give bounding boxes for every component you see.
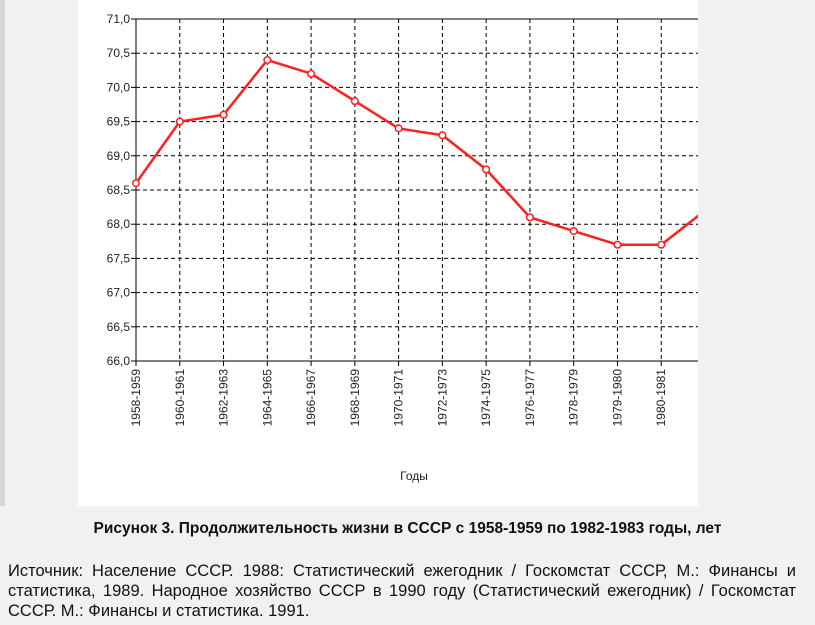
left-edge-strip [0, 0, 5, 506]
series-line [134, 58, 706, 246]
data-point [350, 97, 359, 106]
y-tick-labels: 66,0 66,5 67,0 67,5 68,0 68,5 69,0 69,5 70,0 70,5… [107, 12, 131, 368]
y-tick-label: 68,5 [107, 183, 131, 197]
axes [131, 18, 706, 366]
y-tick-label: 70,5 [107, 46, 131, 60]
x-tick-label: 1966-1967 [304, 369, 318, 427]
x-tick-label: 1979-1980 [610, 369, 624, 427]
x-tick-label: 1980-1981 [654, 369, 668, 427]
data-point [175, 117, 184, 126]
x-tick-label: 1976-1977 [523, 369, 537, 427]
y-tick-label: 70,0 [107, 80, 131, 94]
x-tick-label: 1972-1973 [435, 369, 449, 427]
chart-panel: 66,0 66,5 67,0 67,5 68,0 68,5 69,0 69,5 70,0 70,5… [78, 0, 712, 506]
data-point [438, 131, 447, 140]
data-point [219, 110, 228, 119]
y-tick-label: 67,5 [107, 251, 131, 265]
life-expectancy-chart: 66,0 66,5 67,0 67,5 68,0 68,5 69,0 69,5 70,0 70,5… [107, 12, 712, 483]
y-tick-label: 71,0 [107, 12, 131, 26]
data-point [657, 240, 666, 249]
x-tick-label: 1974-1975 [479, 369, 493, 427]
series-life-expectancy [131, 55, 710, 249]
x-tick-label: 1964-1965 [260, 369, 274, 427]
data-point [613, 240, 622, 249]
y-tick-label: 66,5 [107, 320, 131, 334]
data-point [525, 213, 534, 222]
x-tick-label: 1962-1963 [217, 369, 231, 427]
x-tick-label: 1970-1971 [392, 369, 406, 427]
y-tick-label: 68,0 [107, 217, 131, 231]
x-tick-labels: 1958-1959 1960-1961 1962-1963 1964-1965 1966… [129, 369, 712, 427]
data-point [569, 226, 578, 236]
data-point [263, 55, 272, 65]
grid-lines [136, 18, 705, 362]
y-tick-label: 67,0 [107, 286, 131, 300]
x-tick-label: 1960-1961 [173, 369, 187, 427]
data-point [307, 69, 316, 78]
figure-caption: Рисунок 3. Продолжительность жизни в ССС… [93, 520, 722, 537]
x-tick-label: 1978-1979 [567, 369, 581, 427]
y-tick-label: 66,0 [107, 354, 131, 368]
data-point [482, 165, 491, 174]
data-point [131, 179, 141, 188]
x-axis-label: Годы [400, 469, 428, 483]
source-note: Источник: Население СССР. 1988: Статисти… [8, 562, 796, 620]
y-tick-label: 69,5 [107, 115, 131, 129]
x-tick-label: 1968-1969 [348, 369, 362, 427]
data-point [394, 124, 403, 133]
x-tick-label: 1958-1959 [129, 369, 143, 427]
y-tick-label: 69,0 [107, 149, 131, 163]
